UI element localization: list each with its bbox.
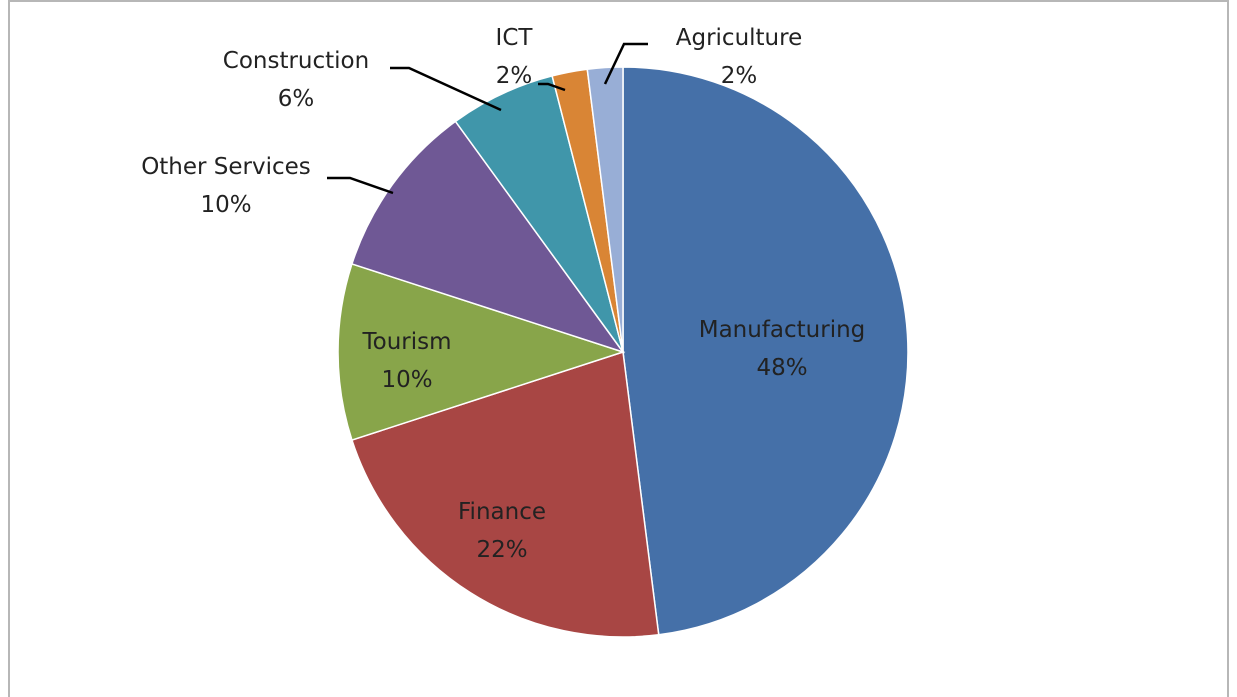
leader-lines — [327, 42, 648, 195]
slice-label-construction: Construction 6% — [223, 48, 369, 112]
slice-label-manufacturing: Manufacturing 48% — [699, 317, 866, 381]
slice-label-agriculture: Agriculture 2% — [676, 25, 803, 89]
slice-manufacturing — [622, 66, 909, 636]
slice-value-manufacturing: 48% — [756, 355, 807, 381]
slice-name-agriculture: Agriculture — [676, 25, 803, 51]
slice-name-tourism: Tourism — [361, 329, 451, 355]
slice-name-ict: ICT — [496, 25, 534, 51]
slice-tourism — [337, 262, 626, 442]
slice-name-construction: Construction — [223, 48, 369, 74]
slice-value-construction: 6% — [278, 86, 315, 112]
slice-name-finance: Finance — [458, 499, 546, 525]
slice-labels: Manufacturing 48%Finance 22%Tourism 10%Othe… — [141, 25, 865, 563]
slice-value-ict: 2% — [496, 63, 533, 89]
leader-line-agriculture — [603, 42, 648, 85]
slice-name-other-services: Other Services — [141, 154, 311, 180]
slice-other-services — [351, 120, 625, 354]
slice-value-tourism: 10% — [381, 367, 432, 393]
slice-value-agriculture: 2% — [721, 63, 758, 89]
leader-line-construction — [390, 66, 502, 112]
slice-label-finance: Finance 22% — [458, 499, 546, 563]
slice-value-other-services: 10% — [200, 192, 251, 218]
leader-line-other-services — [327, 176, 394, 195]
leader-line-ict — [538, 82, 566, 92]
slice-label-other-services: Other Services 10% — [141, 154, 311, 218]
pie-chart: Manufacturing 48%Finance 22%Tourism 10%Othe… — [141, 25, 909, 638]
chart-frame: Manufacturing 48% Finance 22% Tourism 10% Othe… — [8, 0, 1229, 697]
slice-agriculture — [586, 66, 624, 353]
slice-label-tourism: Tourism 10% — [361, 329, 451, 393]
slice-finance — [351, 351, 660, 638]
slice-name-manufacturing: Manufacturing — [699, 317, 866, 343]
slices-layer — [337, 66, 909, 638]
slice-label-ict: ICT 2% — [496, 25, 534, 89]
slice-value-finance: 22% — [476, 537, 527, 563]
